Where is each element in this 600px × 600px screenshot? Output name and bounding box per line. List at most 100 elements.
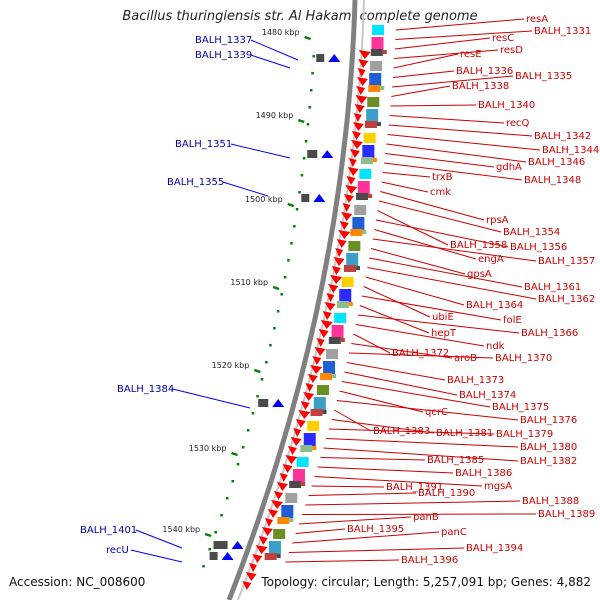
leader-line <box>367 267 537 300</box>
gene-label-right: BALH_1372 <box>392 348 449 359</box>
left-gene-block <box>258 399 269 407</box>
leader-line <box>288 547 465 553</box>
gene-label-right: BALH_1335 <box>515 71 572 82</box>
feature-block <box>343 265 356 272</box>
gene-arrow <box>242 581 252 590</box>
gene-arrows <box>242 50 371 590</box>
left-gene-block <box>213 541 228 549</box>
gene-arrow <box>249 563 258 572</box>
gene-label-right: BALH_1379 <box>496 429 553 440</box>
leader-line <box>394 49 499 59</box>
feature-block <box>339 289 352 302</box>
left-gene-arrow <box>328 54 341 62</box>
feature-block <box>328 337 341 344</box>
left-gene-arrow <box>221 552 234 560</box>
gene-arrow <box>358 50 371 59</box>
gene-label-right: gdhA <box>496 162 522 173</box>
feature-block <box>334 313 347 323</box>
feature-block-small <box>362 230 367 234</box>
leader-line <box>298 516 412 525</box>
guide-dot <box>290 242 293 245</box>
leader-line <box>308 492 417 496</box>
feature-block <box>364 121 377 128</box>
gene-label-right: resC <box>492 33 514 44</box>
gene-arrow <box>303 392 315 401</box>
feature-block-small <box>332 374 337 378</box>
gene-label-right: panB <box>413 512 439 523</box>
guide-dot <box>309 89 313 92</box>
feature-blocks <box>209 25 387 560</box>
gene-label-right: hepT <box>431 328 457 339</box>
feature-block-small <box>355 266 360 270</box>
gene-label-right: BALH_1340 <box>478 100 535 111</box>
gene-label-right: BALH_1389 <box>538 509 595 520</box>
leader-line <box>357 314 520 334</box>
gene-label-right: BALH_1354 <box>503 227 560 238</box>
leader-line-left <box>135 529 183 549</box>
kbp-tick <box>204 532 212 538</box>
feature-block <box>313 397 326 410</box>
gene-arrow <box>324 302 336 311</box>
feature-block-small <box>289 518 294 522</box>
feature-block <box>341 277 354 287</box>
gene-arrow <box>343 194 354 203</box>
gene-label-right: BALH_1395 <box>347 524 404 535</box>
guide-dot <box>304 140 308 143</box>
leader-line <box>375 219 509 248</box>
feature-block <box>372 25 385 35</box>
kbp-label: 1520 kbp <box>212 361 250 370</box>
feature-block <box>352 217 365 230</box>
gene-arrow <box>336 239 347 248</box>
leader-line <box>390 104 477 107</box>
leader-line <box>320 457 426 461</box>
leader-line <box>389 115 505 124</box>
leader-line-left <box>250 39 299 61</box>
feature-block <box>264 553 277 560</box>
leader-line <box>392 70 455 78</box>
feature-block-small <box>382 50 387 54</box>
feature-block <box>370 61 383 71</box>
gene-arrow <box>342 203 351 212</box>
gene-arrow <box>316 338 325 347</box>
leader-line <box>385 153 495 168</box>
guide-dot <box>293 225 296 228</box>
gene-label-right: BALH_1338 <box>452 81 509 92</box>
leader-line <box>292 531 440 544</box>
gene-label-right: ndk <box>486 341 505 352</box>
gene-arrow <box>330 275 343 284</box>
feature-block-small <box>376 122 381 126</box>
gene-arrow <box>300 401 310 410</box>
gene-arrow <box>261 527 273 536</box>
feature-block <box>310 409 323 416</box>
leader-line <box>361 295 502 321</box>
gene-label-right: mgsA <box>484 481 512 492</box>
gene-label-right: folE <box>503 315 522 326</box>
leader-line <box>372 238 537 262</box>
gene-arrow <box>258 536 268 545</box>
kbp-label: 1510 kbp <box>230 278 268 287</box>
guide-dot <box>208 548 211 551</box>
gene-arrow <box>339 221 349 230</box>
guide-dot <box>280 293 283 296</box>
kbp-tick <box>272 285 280 291</box>
leader-line <box>395 18 525 31</box>
gene-label-right: BALH_1361 <box>524 282 581 293</box>
gene-arrow <box>357 68 366 77</box>
leader-line <box>341 381 491 408</box>
leader-line <box>391 85 451 97</box>
feature-block-small <box>340 338 345 342</box>
gene-label-right: BALH_1366 <box>521 328 578 339</box>
gene-arrow <box>255 545 268 554</box>
leader-line-left <box>250 54 291 69</box>
gene-label-right: BALH_1381 <box>436 428 493 439</box>
gene-arrow <box>271 500 283 509</box>
gene-label-right: ubiE <box>432 312 454 323</box>
feature-block <box>323 361 336 374</box>
left-gene-block <box>209 552 218 560</box>
gene-arrow <box>282 464 293 473</box>
gene-arrow <box>276 482 288 491</box>
feature-block <box>289 481 302 488</box>
leader-line <box>326 438 519 448</box>
leader-line <box>344 371 458 396</box>
